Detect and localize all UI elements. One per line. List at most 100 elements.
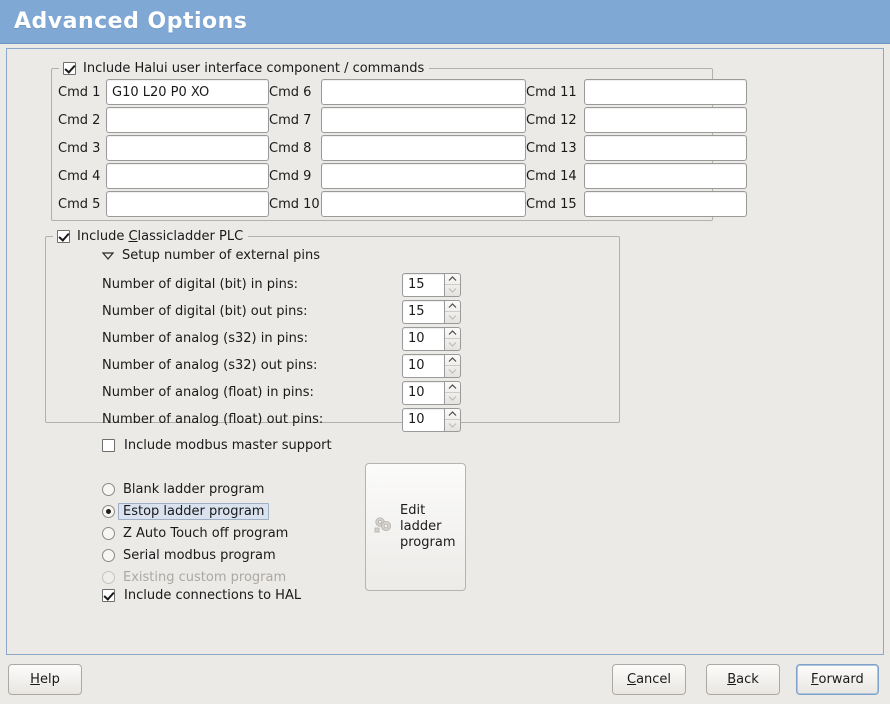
modbus-master-row[interactable]: Include modbus master support	[102, 439, 332, 452]
halui-command-cell: Cmd 7	[269, 107, 526, 133]
forward-label-rest: orward	[818, 672, 864, 687]
ladder-program-radio[interactable]	[102, 526, 115, 540]
halui-command-row: Cmd 4 Cmd 9 Cmd 14	[58, 162, 747, 190]
halui-command-input[interactable]	[584, 107, 747, 133]
modbus-master-checkbox[interactable]	[102, 439, 115, 452]
spinner-down-button[interactable]	[445, 366, 460, 377]
edit-ladder-line1: Edit ladder	[400, 503, 442, 534]
triangle-down-icon	[102, 252, 114, 260]
pin-count-value[interactable]: 15	[402, 272, 444, 297]
spinner-down-button[interactable]	[445, 420, 460, 431]
halui-command-input[interactable]	[584, 163, 747, 189]
spinner-up-button[interactable]	[445, 274, 460, 285]
halui-command-label: Cmd 13	[526, 140, 577, 156]
spinner-up-button[interactable]	[445, 409, 460, 420]
ladder-program-option[interactable]: Serial modbus program	[102, 544, 288, 566]
halui-command-label: Cmd 15	[526, 196, 577, 212]
halui-command-row: Cmd 3 Cmd 8 Cmd 13	[58, 134, 747, 162]
pin-count-row: Number of analog (s32) in pins: 10	[102, 325, 461, 352]
spinner-down-button[interactable]	[445, 312, 460, 323]
halui-command-input[interactable]	[106, 191, 269, 217]
ladder-program-radio-group: Blank ladder program Estop ladder program…	[102, 478, 288, 588]
ladder-program-option: Existing custom program	[102, 566, 288, 588]
spinner-down-button[interactable]	[445, 285, 460, 296]
halui-command-input[interactable]	[584, 79, 747, 105]
ladder-program-option[interactable]: Blank ladder program	[102, 478, 288, 500]
halui-command-input[interactable]: G10 L20 P0 XO	[106, 79, 269, 105]
halui-command-cell: Cmd 8	[269, 135, 526, 161]
include-halui-label: Include Halui user interface component /…	[83, 60, 425, 76]
spinner-up-button[interactable]	[445, 301, 460, 312]
halui-command-input[interactable]	[321, 79, 526, 105]
pin-count-row: Number of analog (s32) out pins: 10	[102, 352, 461, 379]
halui-group: Include Halui user interface component /…	[51, 59, 747, 221]
halui-command-cell: Cmd 3	[58, 135, 269, 161]
ladder-program-radio[interactable]	[102, 482, 115, 496]
gears-icon	[372, 513, 396, 541]
edit-ladder-program-button[interactable]: Edit ladder program	[365, 463, 466, 591]
spinner-down-button[interactable]	[445, 339, 460, 350]
pin-count-value[interactable]: 10	[402, 407, 444, 432]
pin-count-value[interactable]: 10	[402, 380, 444, 405]
halui-command-input[interactable]	[321, 135, 526, 161]
halui-group-legend[interactable]: Include Halui user interface component /…	[59, 59, 430, 77]
hal-connections-row[interactable]: Include connections to HAL	[102, 589, 301, 602]
pin-count-spinner[interactable]: 15	[402, 299, 461, 324]
halui-command-cell: Cmd 10	[269, 191, 526, 217]
pin-count-spinner[interactable]: 15	[402, 272, 461, 297]
halui-command-input[interactable]	[584, 135, 747, 161]
ladder-program-radio[interactable]	[102, 548, 115, 562]
pin-count-spinner[interactable]: 10	[402, 353, 461, 378]
halui-command-input[interactable]	[321, 191, 526, 217]
halui-command-input[interactable]	[584, 191, 747, 217]
titlebar: Advanced Options	[0, 0, 890, 44]
halui-command-label: Cmd 9	[269, 168, 312, 184]
spinner-up-button[interactable]	[445, 328, 460, 339]
pin-count-value[interactable]: 10	[402, 353, 444, 378]
ladder-program-radio[interactable]	[102, 504, 115, 518]
pin-count-value[interactable]: 15	[402, 299, 444, 324]
spinner-buttons	[444, 353, 461, 378]
help-label-rest: elp	[39, 672, 60, 687]
hal-connections-label: Include connections to HAL	[124, 588, 302, 603]
hal-connections-checkbox[interactable]	[102, 589, 115, 602]
ladder-program-option[interactable]: Z Auto Touch off program	[102, 522, 288, 544]
ladder-program-label: Blank ladder program	[123, 481, 265, 497]
halui-command-label: Cmd 10	[269, 196, 320, 212]
pin-count-spinner[interactable]: 10	[402, 380, 461, 405]
halui-command-input[interactable]	[106, 163, 269, 189]
spinner-buttons	[444, 272, 461, 297]
classicladder-group-frame	[45, 236, 620, 423]
halui-command-cell: Cmd 11	[526, 79, 747, 105]
halui-command-input[interactable]	[106, 135, 269, 161]
ladder-program-radio	[102, 570, 115, 584]
ladder-program-option[interactable]: Estop ladder program	[102, 500, 288, 522]
halui-command-label: Cmd 12	[526, 112, 577, 128]
halui-command-input[interactable]	[321, 163, 526, 189]
pin-count-spinner[interactable]: 10	[402, 407, 461, 432]
setup-pins-expander[interactable]: Setup number of external pins	[102, 249, 320, 262]
halui-command-label: Cmd 8	[269, 140, 312, 156]
classicladder-group-legend[interactable]: Include Classicladder PLC	[53, 227, 249, 245]
halui-command-input[interactable]	[106, 107, 269, 133]
include-classicladder-checkbox[interactable]	[57, 229, 70, 243]
spinner-up-button[interactable]	[445, 355, 460, 366]
spinner-down-button[interactable]	[445, 393, 460, 404]
include-halui-checkbox[interactable]	[63, 61, 76, 75]
halui-command-input[interactable]	[321, 107, 526, 133]
modbus-master-label: Include modbus master support	[124, 438, 332, 453]
content-pane: Include Halui user interface component /…	[6, 48, 884, 655]
pin-count-label: Number of digital (bit) out pins:	[102, 304, 308, 319]
forward-mnemonic: F	[811, 672, 819, 687]
pin-count-value[interactable]: 10	[402, 326, 444, 351]
cancel-mnemonic: C	[627, 672, 637, 687]
pin-count-spinner[interactable]: 10	[402, 326, 461, 351]
spinner-up-button[interactable]	[445, 382, 460, 393]
